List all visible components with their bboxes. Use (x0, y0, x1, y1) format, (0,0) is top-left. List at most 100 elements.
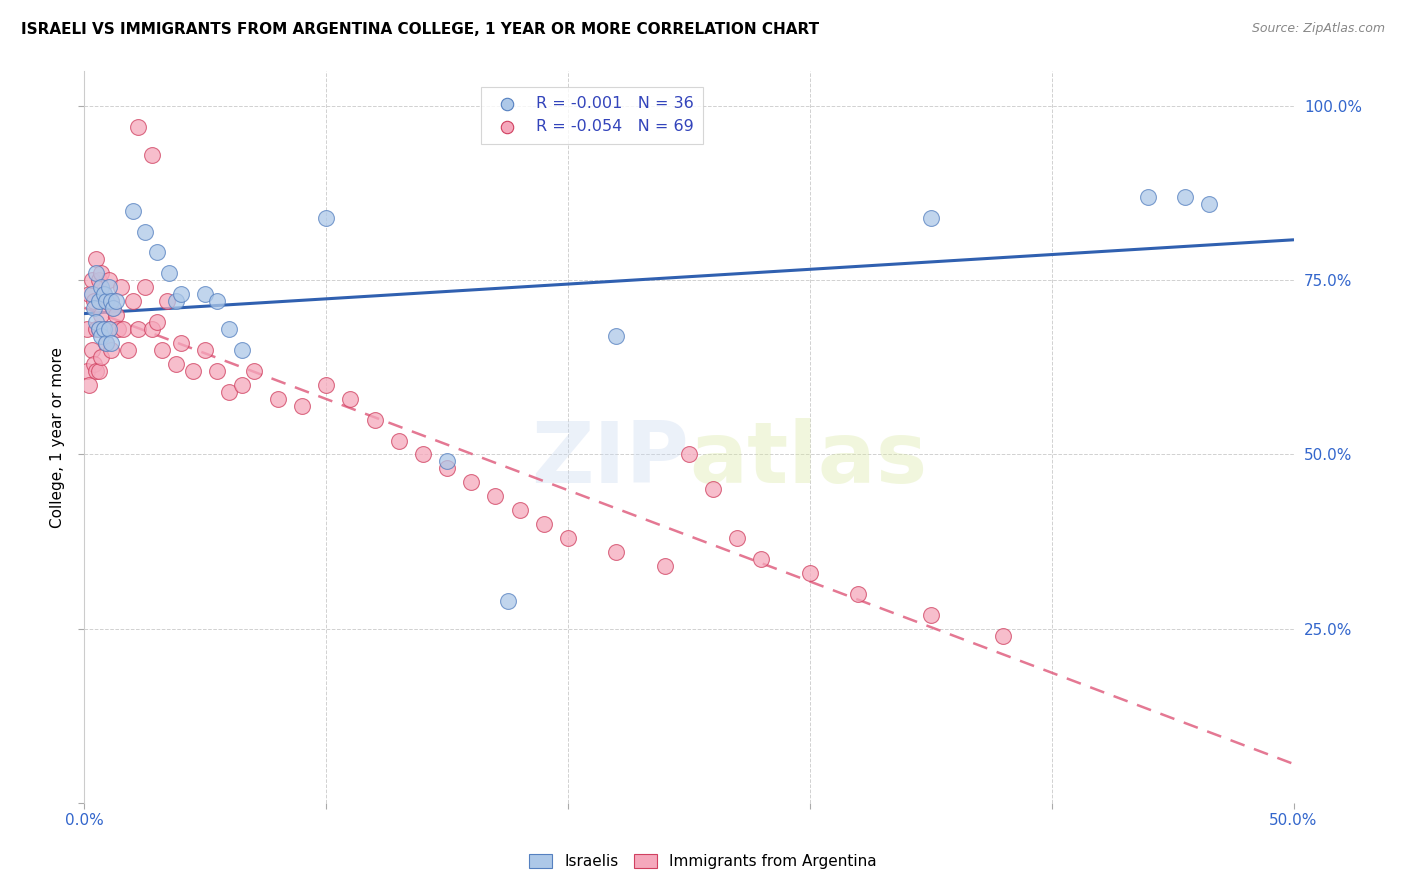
Point (1137, 190, 1160, 204)
Point (117, 343, 139, 357)
Point (194, 343, 217, 357)
Point (87, 294, 110, 309)
Point (846, 587, 869, 601)
Point (80, 343, 103, 357)
Point (291, 399, 314, 413)
Text: ZIP: ZIP (531, 417, 689, 500)
Point (80, 273, 103, 287)
Point (993, 629, 1015, 643)
Point (104, 294, 127, 309)
Point (436, 461, 458, 475)
Point (121, 294, 143, 309)
Point (134, 225, 156, 239)
Point (496, 594, 519, 608)
Point (231, 343, 253, 357)
Point (112, 322, 135, 336)
Point (94, 294, 117, 309)
Point (90, 308, 112, 322)
Point (127, 322, 149, 336)
Point (242, 364, 264, 378)
Point (80, 287, 103, 301)
Point (170, 287, 193, 301)
Point (97, 273, 120, 287)
Point (90, 280, 112, 294)
Point (533, 517, 555, 532)
Point (654, 558, 676, 573)
Point (207, 364, 229, 378)
Point (86, 252, 108, 267)
Point (90, 350, 112, 364)
Point (127, 120, 149, 134)
Point (218, 384, 240, 399)
Point (87, 322, 110, 336)
Point (87, 322, 110, 336)
Point (86, 315, 108, 329)
Point (77, 377, 100, 392)
Point (83, 301, 105, 316)
Point (94, 336, 117, 351)
Point (87, 273, 110, 287)
Point (83, 294, 105, 309)
Point (121, 203, 143, 218)
Point (315, 211, 337, 225)
Point (90, 329, 112, 343)
Point (509, 503, 531, 517)
Point (460, 475, 482, 490)
Point (181, 364, 204, 378)
Point (76, 322, 98, 336)
Point (146, 245, 169, 260)
Point (799, 566, 821, 580)
Point (110, 280, 132, 294)
Point (339, 392, 361, 406)
Point (77, 287, 100, 301)
Point (93, 287, 115, 301)
Point (436, 454, 458, 468)
Point (702, 483, 724, 497)
Point (194, 287, 217, 301)
Point (150, 343, 173, 357)
Legend: R = -0.001   N = 36, R = -0.054   N = 69: R = -0.001 N = 36, R = -0.054 N = 69 (481, 87, 703, 144)
Point (107, 322, 129, 336)
Point (231, 377, 253, 392)
Legend: Israelis, Immigrants from Argentina: Israelis, Immigrants from Argentina (523, 848, 883, 875)
Point (103, 301, 125, 316)
Point (100, 294, 122, 309)
Point (93, 322, 115, 336)
Point (484, 489, 506, 503)
Point (1174, 190, 1197, 204)
Text: Source: ZipAtlas.com: Source: ZipAtlas.com (1251, 22, 1385, 36)
Point (141, 148, 163, 162)
Point (86, 266, 108, 280)
Point (103, 301, 125, 316)
Point (94, 336, 117, 351)
Point (678, 448, 700, 462)
Point (86, 364, 108, 378)
Point (90, 266, 112, 280)
Point (93, 322, 115, 336)
Y-axis label: College, 1 year or more: College, 1 year or more (51, 347, 65, 527)
Point (725, 531, 748, 545)
Text: ISRAELI VS IMMIGRANTS FROM ARGENTINA COLLEGE, 1 YEAR OR MORE CORRELATION CHART: ISRAELI VS IMMIGRANTS FROM ARGENTINA COL… (21, 22, 820, 37)
Point (165, 294, 187, 309)
Point (86, 322, 108, 336)
Point (218, 322, 240, 336)
Point (920, 211, 942, 225)
Point (363, 412, 385, 426)
Point (97, 322, 120, 336)
Point (87, 364, 110, 378)
Point (605, 329, 627, 343)
Point (97, 280, 120, 294)
Point (170, 336, 193, 351)
Point (165, 357, 187, 371)
Point (157, 266, 180, 280)
Point (412, 448, 434, 462)
Point (388, 434, 411, 448)
Point (134, 280, 156, 294)
Text: atlas: atlas (689, 417, 927, 500)
Point (83, 357, 105, 371)
Point (104, 308, 127, 322)
Point (1198, 196, 1220, 211)
Point (315, 377, 337, 392)
Point (94, 294, 117, 309)
Point (751, 552, 773, 566)
